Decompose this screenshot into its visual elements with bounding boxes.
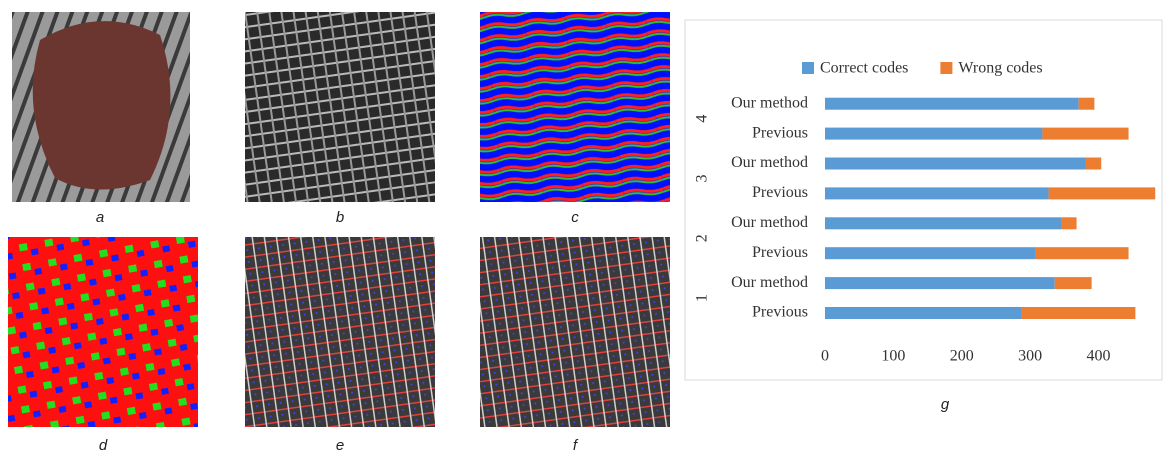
group-label: 2 bbox=[694, 234, 711, 242]
bar-segment bbox=[1055, 277, 1092, 289]
tissue bbox=[33, 21, 171, 189]
x-tick-label: 400 bbox=[1086, 348, 1110, 365]
panel-label: g bbox=[941, 396, 950, 413]
panel-label: c bbox=[571, 209, 579, 226]
group-label: 1 bbox=[694, 294, 711, 302]
image-b bbox=[245, 12, 435, 202]
category-label: Our method bbox=[731, 94, 808, 111]
category-label: Previous bbox=[752, 304, 808, 321]
bar-segment bbox=[825, 247, 1036, 259]
bar-segment bbox=[1085, 158, 1101, 170]
panel-label: f bbox=[573, 437, 579, 454]
bar-segment bbox=[1062, 217, 1077, 229]
bar-segment bbox=[1022, 307, 1135, 319]
group-label: 4 bbox=[694, 115, 711, 123]
panel-label: d bbox=[99, 437, 108, 454]
bar-segment bbox=[825, 158, 1085, 170]
bar-segment bbox=[1036, 247, 1129, 259]
bar-segment bbox=[1042, 128, 1128, 140]
bar-segment bbox=[825, 187, 1049, 199]
x-tick-label: 300 bbox=[1018, 348, 1042, 365]
x-tick-label: 100 bbox=[881, 348, 905, 365]
legend-label: Wrong codes bbox=[958, 60, 1042, 77]
panel-label: b bbox=[336, 209, 344, 226]
bar-segment bbox=[825, 307, 1022, 319]
image-d bbox=[8, 237, 198, 427]
category-label: Our method bbox=[731, 214, 808, 231]
category-label: Our method bbox=[731, 274, 808, 291]
category-label: Our method bbox=[731, 154, 808, 171]
x-tick-label: 200 bbox=[950, 348, 974, 365]
category-label: Previous bbox=[752, 124, 808, 141]
image-c bbox=[480, 12, 670, 202]
bar-segment bbox=[1079, 98, 1095, 110]
image-f bbox=[480, 237, 670, 427]
image-e bbox=[245, 237, 435, 427]
category-label: Previous bbox=[752, 184, 808, 201]
bar-segment bbox=[825, 277, 1055, 289]
bar-segment bbox=[825, 217, 1062, 229]
legend-swatch bbox=[802, 62, 814, 74]
bar-segment bbox=[1049, 187, 1156, 199]
legend-label: Correct codes bbox=[820, 60, 908, 77]
bar-segment bbox=[825, 98, 1079, 110]
legend-swatch bbox=[940, 62, 952, 74]
panel-label: a bbox=[96, 209, 104, 226]
category-label: Previous bbox=[752, 244, 808, 261]
x-tick-label: 0 bbox=[821, 348, 829, 365]
panel-label: e bbox=[336, 437, 344, 454]
bar-segment bbox=[825, 128, 1042, 140]
group-label: 3 bbox=[694, 174, 711, 182]
figure: a b c d e f g 0 100 200 300 400 Previous Our m… bbox=[0, 0, 1163, 456]
